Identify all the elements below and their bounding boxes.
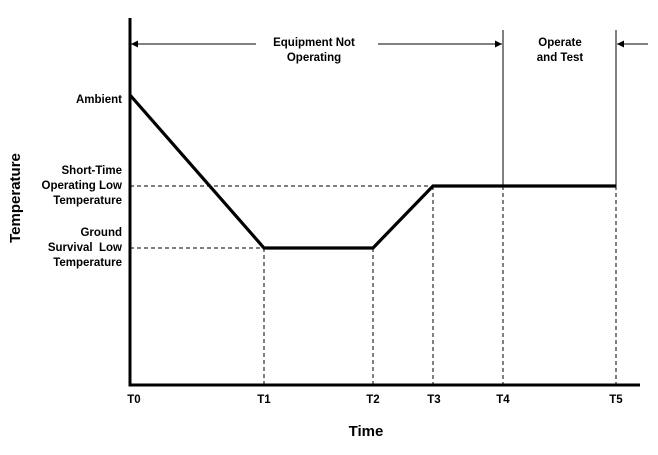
- level-label-survival-low-line2: Survival Low: [48, 242, 122, 254]
- x-tick-t3: T3: [427, 394, 440, 406]
- level-label-survival-low-line3: Temperature: [53, 257, 122, 269]
- phase-label-operate-test-line2: and Test: [537, 52, 584, 64]
- phase-label-operate-test-line1: Operate: [538, 37, 581, 49]
- phase-label-not-operating-line1: Equipment Not: [273, 37, 355, 49]
- x-tick-t0: T0: [127, 394, 140, 406]
- level-label-ambient: Ambient: [76, 94, 122, 106]
- level-label-survival-low-line1: Ground: [80, 227, 122, 239]
- level-label-operating-low-line3: Temperature: [53, 195, 122, 207]
- x-tick-t2: T2: [366, 394, 379, 406]
- x-tick-t4: T4: [496, 394, 510, 406]
- level-label-operating-low-line2: Operating Low: [42, 180, 123, 192]
- x-tick-t5: T5: [609, 394, 623, 406]
- phase-label-not-operating-line2: Operating: [287, 52, 341, 64]
- level-label-operating-low-line1: Short-Time: [62, 165, 123, 177]
- x-axis-title: Time: [349, 423, 384, 440]
- y-axis-title: Temperature: [7, 153, 24, 243]
- x-tick-t1: T1: [257, 394, 271, 406]
- temperature-profile-line: [128, 93, 616, 250]
